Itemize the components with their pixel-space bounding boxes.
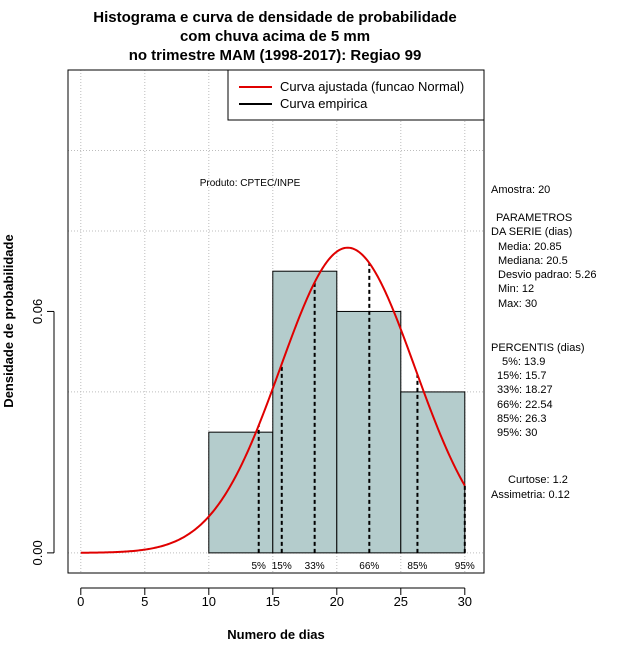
chart-title: Histograma e curva de densidade de proba… — [93, 9, 456, 64]
title-line-2: com chuva acima de 5 mm — [180, 28, 370, 45]
histogram-bars — [208, 270, 466, 554]
percentile-label-3: 66% — [359, 561, 379, 572]
histogram-bar-0 — [208, 431, 274, 554]
stat-p33: 33%: 18.27 — [497, 384, 553, 396]
x-tick-label-6: 30 — [458, 594, 472, 609]
stat-max: Max: 30 — [498, 298, 537, 310]
stat-mediana: Mediana: 20.5 — [498, 255, 568, 267]
x-tick-label-5: 25 — [394, 594, 408, 609]
x-tick-label-2: 10 — [202, 594, 216, 609]
x-tick-label-4: 20 — [330, 594, 344, 609]
y-tick-label-0: 0.00 — [30, 540, 45, 565]
y-tick-label-1: 0.06 — [30, 299, 45, 324]
title-line-3: no trimestre MAM (1998-2017): Regiao 99 — [129, 47, 422, 64]
x-axis-title: Numero de dias — [227, 627, 325, 642]
product-annotation: Produto: CPTEC/INPE — [200, 178, 301, 189]
percentile-label-1: 15% — [272, 561, 292, 572]
legend: Curva ajustada (funcao Normal) Curva emp… — [227, 69, 485, 121]
percentile-label-5: 95% — [455, 561, 475, 572]
x-axis: 0 5 10 15 20 25 30 — [77, 587, 472, 609]
stat-assimetria: Assimetria: 0.12 — [491, 489, 570, 501]
stat-param-title-1: PARAMETROS — [496, 212, 572, 224]
stat-p15: 15%: 15.7 — [497, 370, 547, 382]
stat-curtose: Curtose: 1.2 — [508, 474, 568, 486]
stat-p5: 5%: 13.9 — [502, 356, 545, 368]
stat-percentis-title: PERCENTIS (dias) — [491, 342, 585, 354]
y-axis-title: Densidade de probabilidade — [1, 234, 16, 407]
stat-amostra: Amostra: 20 — [491, 184, 550, 196]
legend-box — [227, 69, 485, 121]
legend-label-normal: Curva ajustada (funcao Normal) — [280, 79, 464, 94]
histogram-bar-1 — [272, 270, 338, 554]
stats-panel: Amostra: 20 PARAMETROS DA SERIE (dias) M… — [491, 184, 596, 501]
x-tick-label-0: 0 — [77, 594, 84, 609]
stat-min: Min: 12 — [498, 283, 534, 295]
x-tick-label-1: 5 — [141, 594, 148, 609]
percentile-label-4: 85% — [407, 561, 427, 572]
legend-label-empirical: Curva empirica — [280, 96, 368, 111]
y-axis: 0.00 0.06 — [30, 299, 55, 566]
stat-p66: 66%: 22.54 — [497, 399, 553, 411]
stat-media: Media: 20.85 — [498, 241, 562, 253]
percentile-label-0: 5% — [251, 561, 266, 572]
stat-p85: 85%: 26.3 — [497, 413, 547, 425]
stat-desvio: Desvio padrao: 5.26 — [498, 269, 596, 281]
stat-param-title-2: DA SERIE (dias) — [491, 226, 572, 238]
title-line-1: Histograma e curva de densidade de proba… — [93, 9, 456, 26]
x-tick-label-3: 15 — [266, 594, 280, 609]
percentile-labels: 5% 15% 33% 66% 85% 95% — [251, 561, 474, 572]
histogram-bar-3 — [400, 391, 466, 554]
normal-curve — [80, 246, 466, 554]
percentile-lines — [257, 263, 466, 553]
percentile-label-2: 33% — [305, 561, 325, 572]
stat-p95: 95%: 30 — [497, 427, 537, 439]
